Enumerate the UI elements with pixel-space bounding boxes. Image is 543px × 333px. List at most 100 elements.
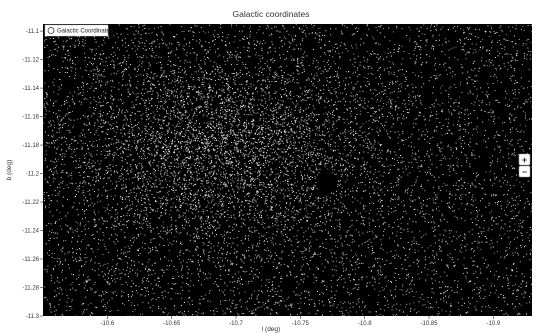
data-point bbox=[174, 148, 176, 150]
data-point bbox=[328, 161, 330, 163]
data-point bbox=[122, 302, 124, 304]
data-point bbox=[71, 299, 73, 301]
data-point bbox=[292, 303, 293, 305]
data-point bbox=[443, 218, 445, 220]
data-point bbox=[121, 208, 123, 209]
data-point bbox=[235, 58, 237, 60]
data-point bbox=[496, 80, 498, 82]
data-point bbox=[346, 291, 348, 293]
data-point bbox=[298, 308, 300, 309]
data-point bbox=[367, 247, 369, 249]
data-point bbox=[230, 132, 232, 134]
data-point bbox=[202, 196, 204, 198]
data-point bbox=[186, 277, 188, 279]
data-point bbox=[66, 39, 68, 41]
data-point bbox=[261, 188, 263, 190]
data-point bbox=[426, 135, 428, 137]
data-point bbox=[421, 207, 423, 209]
data-point bbox=[507, 204, 509, 206]
data-point bbox=[339, 152, 341, 154]
data-point bbox=[469, 76, 471, 78]
data-point bbox=[391, 126, 393, 128]
data-point bbox=[411, 146, 412, 148]
data-point bbox=[382, 205, 383, 206]
data-point bbox=[454, 215, 456, 217]
data-point bbox=[295, 34, 297, 36]
data-point bbox=[149, 77, 151, 79]
data-point bbox=[252, 217, 254, 219]
data-point bbox=[330, 290, 332, 292]
data-point bbox=[174, 72, 176, 74]
data-point bbox=[152, 186, 153, 188]
data-point bbox=[283, 94, 285, 96]
data-point bbox=[466, 83, 468, 85]
data-point bbox=[344, 130, 346, 132]
data-point bbox=[236, 144, 238, 146]
data-point bbox=[53, 237, 55, 239]
data-point bbox=[101, 80, 103, 82]
data-point bbox=[86, 83, 88, 85]
data-point bbox=[154, 140, 156, 142]
data-point bbox=[196, 234, 198, 236]
data-point bbox=[453, 262, 455, 263]
data-point bbox=[330, 51, 331, 53]
data-point bbox=[480, 231, 482, 233]
data-point bbox=[296, 82, 298, 84]
data-point bbox=[163, 202, 164, 204]
data-point bbox=[78, 188, 80, 190]
data-point bbox=[139, 253, 141, 255]
data-point bbox=[58, 194, 60, 196]
data-point bbox=[184, 302, 185, 303]
data-point bbox=[514, 251, 516, 253]
data-point bbox=[269, 174, 271, 176]
data-point bbox=[332, 49, 333, 51]
data-point bbox=[210, 95, 212, 97]
data-point bbox=[143, 82, 145, 83]
data-point bbox=[249, 166, 250, 168]
data-point bbox=[239, 292, 241, 294]
data-point bbox=[378, 67, 380, 69]
data-point bbox=[362, 232, 364, 234]
data-point bbox=[282, 235, 284, 236]
data-point bbox=[303, 259, 305, 261]
data-point bbox=[442, 124, 444, 126]
data-point bbox=[318, 200, 319, 202]
data-point bbox=[349, 76, 351, 78]
data-point bbox=[71, 182, 73, 184]
data-point bbox=[484, 193, 486, 195]
data-point bbox=[145, 178, 147, 180]
data-point bbox=[174, 283, 176, 285]
data-point bbox=[91, 115, 93, 117]
data-point bbox=[435, 75, 437, 77]
data-point bbox=[56, 148, 58, 149]
data-point bbox=[503, 257, 505, 259]
data-point bbox=[317, 153, 319, 155]
data-point bbox=[138, 235, 139, 237]
data-point bbox=[201, 68, 202, 70]
data-point bbox=[91, 312, 93, 314]
data-point bbox=[499, 102, 501, 103]
data-point bbox=[198, 90, 200, 92]
data-point bbox=[520, 86, 522, 88]
data-point bbox=[433, 255, 435, 257]
data-point bbox=[531, 206, 533, 208]
data-point bbox=[144, 248, 146, 250]
data-point bbox=[473, 273, 475, 275]
data-point bbox=[508, 201, 510, 203]
data-point bbox=[397, 80, 399, 82]
data-point bbox=[281, 278, 283, 280]
data-point bbox=[500, 186, 502, 187]
data-point bbox=[313, 254, 315, 255]
data-point bbox=[471, 182, 473, 184]
data-point bbox=[454, 74, 456, 76]
data-point bbox=[286, 202, 287, 204]
data-point bbox=[249, 27, 251, 29]
data-point bbox=[146, 219, 148, 221]
data-point bbox=[133, 26, 135, 28]
data-point bbox=[446, 202, 448, 204]
data-point bbox=[106, 220, 108, 222]
data-point bbox=[516, 50, 518, 52]
data-point bbox=[275, 235, 277, 237]
data-point bbox=[195, 204, 196, 206]
data-point bbox=[270, 168, 272, 170]
